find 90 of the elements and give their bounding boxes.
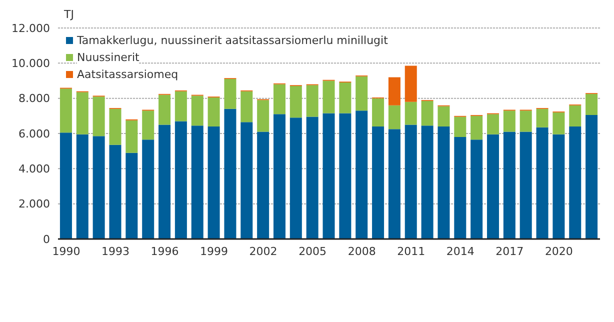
x-tick-label: 2008 [348,244,376,258]
bar [290,86,302,118]
bar [224,108,236,239]
bar [322,113,335,239]
x-tick-label: 2011 [397,244,426,258]
bar [487,134,499,239]
y-tick-label: 6.000 [18,127,50,140]
bar [322,80,335,114]
bar [191,96,204,126]
bar [240,91,253,122]
bar [306,85,318,117]
bar [208,97,220,126]
legend-label: Nuussinerit [77,49,140,66]
bar [520,132,532,239]
x-tick-label: 2014 [446,244,474,258]
x-tick-label: 2017 [496,244,524,258]
bar [552,112,565,134]
bar [404,66,417,102]
bar [257,132,270,239]
bar [487,114,499,134]
x-tick-label: 1996 [150,244,179,258]
bar [438,106,450,126]
bar [257,100,270,132]
bar [388,105,400,130]
x-tick-label: 1993 [101,244,130,258]
y-tick-label: 10.000 [12,57,50,70]
y-tick-label: 12.000 [12,22,50,35]
x-tick-label: 2020 [544,244,573,258]
bar [158,124,171,239]
bar [404,124,417,239]
x-tick-label: 1990 [52,244,80,258]
bar [470,140,483,239]
bar [273,114,286,239]
bar [109,108,122,145]
bar [520,110,532,132]
bar [306,116,318,239]
bar [536,108,548,128]
bar [339,82,352,114]
bar [438,126,450,239]
bar [503,110,516,132]
x-tick-label: 1999 [200,244,228,258]
bar [60,88,72,133]
bar [76,92,88,134]
bar [421,126,434,239]
bar [174,91,187,122]
bar [142,140,154,239]
bar [388,77,400,106]
bar [76,134,88,239]
bar [142,110,154,140]
bar [174,121,187,239]
bar [339,113,352,239]
bar [470,116,483,140]
bar [388,129,400,239]
bar [126,120,138,153]
bar [92,96,105,136]
bar [404,102,417,125]
bar [372,126,384,239]
bar [372,98,384,126]
bar [569,105,582,126]
bar [224,78,236,109]
bar [109,144,122,239]
bar [191,126,204,239]
bar [158,94,171,125]
bar [454,137,466,239]
bar [503,132,516,239]
bar [421,100,434,126]
bar [586,115,598,239]
legend-label: Tamakkerlugu, nuussinerit aatsitassarsiomerlu minillugit [77,32,388,49]
x-tick-label: 2002 [249,244,278,258]
bar [273,84,286,114]
bar [586,94,598,116]
bar [290,118,302,239]
bar [356,76,368,111]
bar [536,127,548,239]
bar [208,126,220,239]
bar [552,134,565,239]
bar [454,116,466,138]
y-tick-label: 0 [43,232,50,246]
bar [126,152,138,239]
bar [569,126,582,239]
x-tick-label: 2005 [298,244,327,258]
legend-label: Aatsitassarsiomeq [77,66,178,83]
y-axis-title: TJ [64,8,74,21]
y-tick-label: 8.000 [18,92,50,106]
bar [60,132,72,239]
bar [92,136,105,239]
bar [356,110,368,239]
y-tick-label: 4.000 [18,162,50,176]
bar [240,122,253,239]
y-tick-label: 2.000 [18,198,50,211]
